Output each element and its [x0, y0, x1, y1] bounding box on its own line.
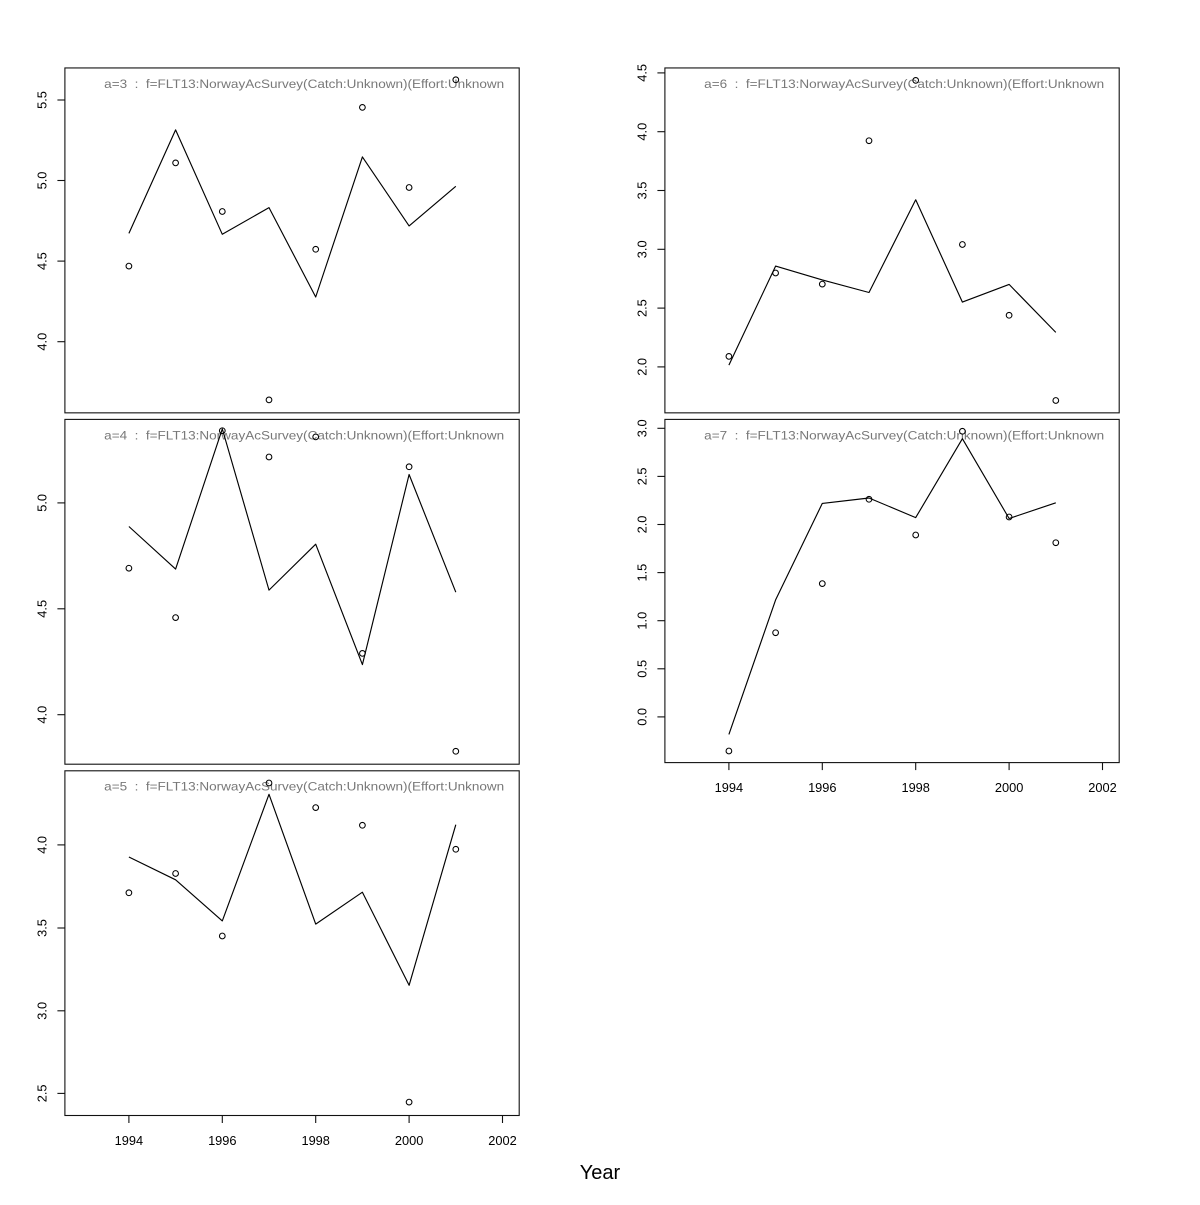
svg-text:1.5: 1.5: [634, 564, 649, 582]
svg-text:4.5: 4.5: [34, 600, 49, 618]
svg-text:3.5: 3.5: [34, 919, 49, 937]
svg-text:1996: 1996: [808, 780, 836, 795]
svg-text:a=5 : f=FLT13:NorwayAcSurvey: a=5 : f=FLT13:NorwayAcSurvey(Catch:Unkno…: [104, 780, 504, 794]
svg-text:3.0: 3.0: [634, 419, 649, 437]
svg-text:1994: 1994: [115, 1133, 143, 1148]
svg-text:4.5: 4.5: [34, 252, 49, 270]
svg-text:2.5: 2.5: [634, 299, 649, 317]
svg-text:Year: Year: [580, 1162, 621, 1184]
svg-text:1996: 1996: [208, 1133, 236, 1148]
svg-text:2.0: 2.0: [634, 358, 649, 376]
svg-text:1998: 1998: [301, 1133, 329, 1148]
svg-text:2000: 2000: [995, 780, 1023, 795]
svg-text:3.0: 3.0: [634, 240, 649, 258]
svg-text:1.0: 1.0: [634, 612, 649, 630]
svg-text:a=7 : f=FLT13:NorwayAcSurvey: a=7 : f=FLT13:NorwayAcSurvey(Catch:Unkno…: [704, 428, 1104, 442]
svg-text:4.0: 4.0: [34, 836, 49, 854]
svg-text:1998: 1998: [901, 780, 929, 795]
svg-text:5.0: 5.0: [34, 494, 49, 512]
svg-text:0.5: 0.5: [634, 660, 649, 678]
svg-text:3.0: 3.0: [34, 1002, 49, 1020]
svg-text:2.0: 2.0: [634, 516, 649, 534]
svg-text:4.0: 4.0: [634, 123, 649, 141]
svg-text:2002: 2002: [488, 1133, 516, 1148]
svg-text:2002: 2002: [1088, 780, 1116, 795]
svg-text:a=4 : f=FLT13:NorwayAcSurvey: a=4 : f=FLT13:NorwayAcSurvey(Catch:Unkno…: [104, 428, 504, 442]
svg-text:2000: 2000: [395, 1133, 423, 1148]
svg-text:4.5: 4.5: [634, 64, 649, 82]
svg-text:a=3 : f=FLT13:NorwayAcSurvey: a=3 : f=FLT13:NorwayAcSurvey(Catch:Unkno…: [104, 77, 504, 91]
svg-text:4.0: 4.0: [34, 333, 49, 351]
svg-text:2.5: 2.5: [34, 1085, 49, 1103]
svg-text:0.0: 0.0: [634, 708, 649, 726]
svg-text:2.5: 2.5: [634, 468, 649, 486]
svg-text:5.5: 5.5: [34, 91, 49, 109]
svg-text:3.5: 3.5: [634, 182, 649, 200]
svg-text:4.0: 4.0: [34, 706, 49, 724]
svg-text:5.0: 5.0: [34, 172, 49, 190]
svg-text:1994: 1994: [715, 780, 743, 795]
svg-text:a=6 : f=FLT13:NorwayAcSurvey: a=6 : f=FLT13:NorwayAcSurvey(Catch:Unkno…: [704, 77, 1104, 91]
